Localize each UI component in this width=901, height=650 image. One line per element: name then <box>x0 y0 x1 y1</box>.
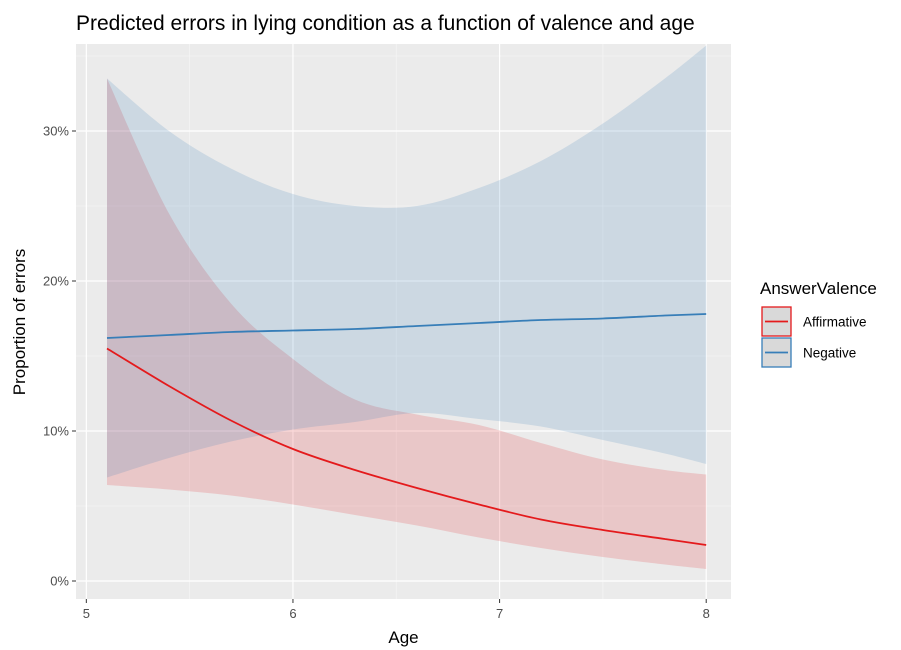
legend-title: AnswerValence <box>760 279 877 298</box>
chart-title: Predicted errors in lying condition as a… <box>76 12 695 35</box>
ribbon-affirmative <box>106 78 707 569</box>
line-negative <box>106 313 707 339</box>
y-tick-label: 20% <box>43 274 69 289</box>
x-tick-label: 5 <box>83 606 90 621</box>
series-lines <box>106 313 707 546</box>
plot-panel <box>76 44 731 599</box>
x-tick-label: 8 <box>703 606 710 621</box>
y-axis-ticks: 0% 10% 20% 30% <box>43 124 76 589</box>
x-tick-label: 6 <box>289 606 296 621</box>
x-axis-title: Age <box>388 628 418 647</box>
confidence-ribbons <box>106 45 707 569</box>
minor-gridlines <box>76 44 731 599</box>
line-affirmative <box>106 347 707 546</box>
x-tick-label: 7 <box>496 606 503 621</box>
y-tick-label: 10% <box>43 424 69 439</box>
y-tick-label: 0% <box>50 574 69 589</box>
y-axis-title: Proportion of errors <box>10 249 29 395</box>
ribbon-negative <box>106 45 707 478</box>
x-axis-ticks: 5 6 7 8 <box>83 599 710 621</box>
y-tick-label: 30% <box>43 124 69 139</box>
legend-label-negative: Negative <box>803 346 856 361</box>
legend: AnswerValence Affirmative Negative <box>760 279 877 368</box>
legend-label-affirmative: Affirmative <box>803 315 867 330</box>
